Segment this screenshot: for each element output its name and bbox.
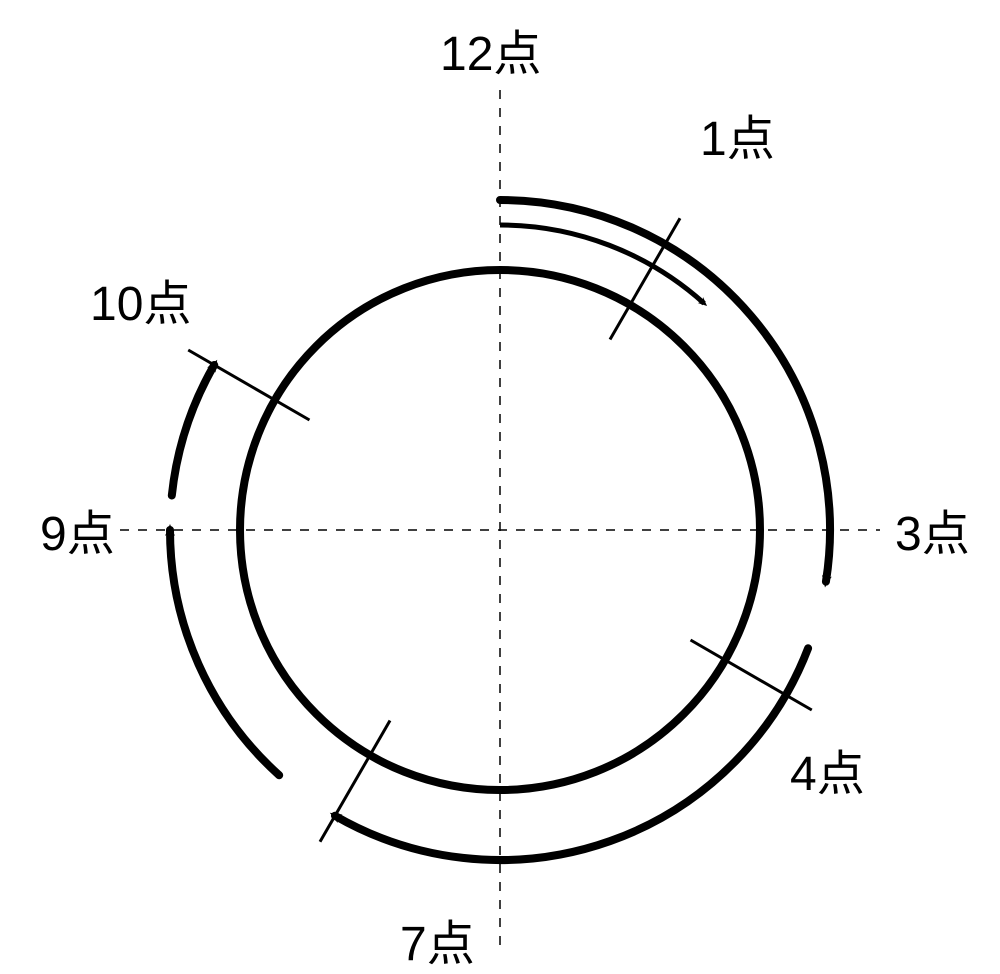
outer-arc-1 — [335, 648, 808, 860]
outer-arc-0 — [500, 200, 830, 582]
outer-arc-3 — [172, 365, 214, 496]
label-h7: 7点 — [400, 918, 475, 971]
clock-diagram: 12点 1点 3点 4点 7点 9点 10点 — [0, 0, 1000, 974]
outer-arc-2 — [170, 530, 279, 775]
label-h12: 12点 — [440, 28, 541, 81]
label-h1: 1点 — [700, 113, 775, 166]
label-h3: 3点 — [895, 508, 970, 561]
label-h9: 9点 — [40, 508, 115, 561]
label-h4: 4点 — [790, 748, 865, 801]
label-h10: 10点 — [90, 278, 191, 331]
